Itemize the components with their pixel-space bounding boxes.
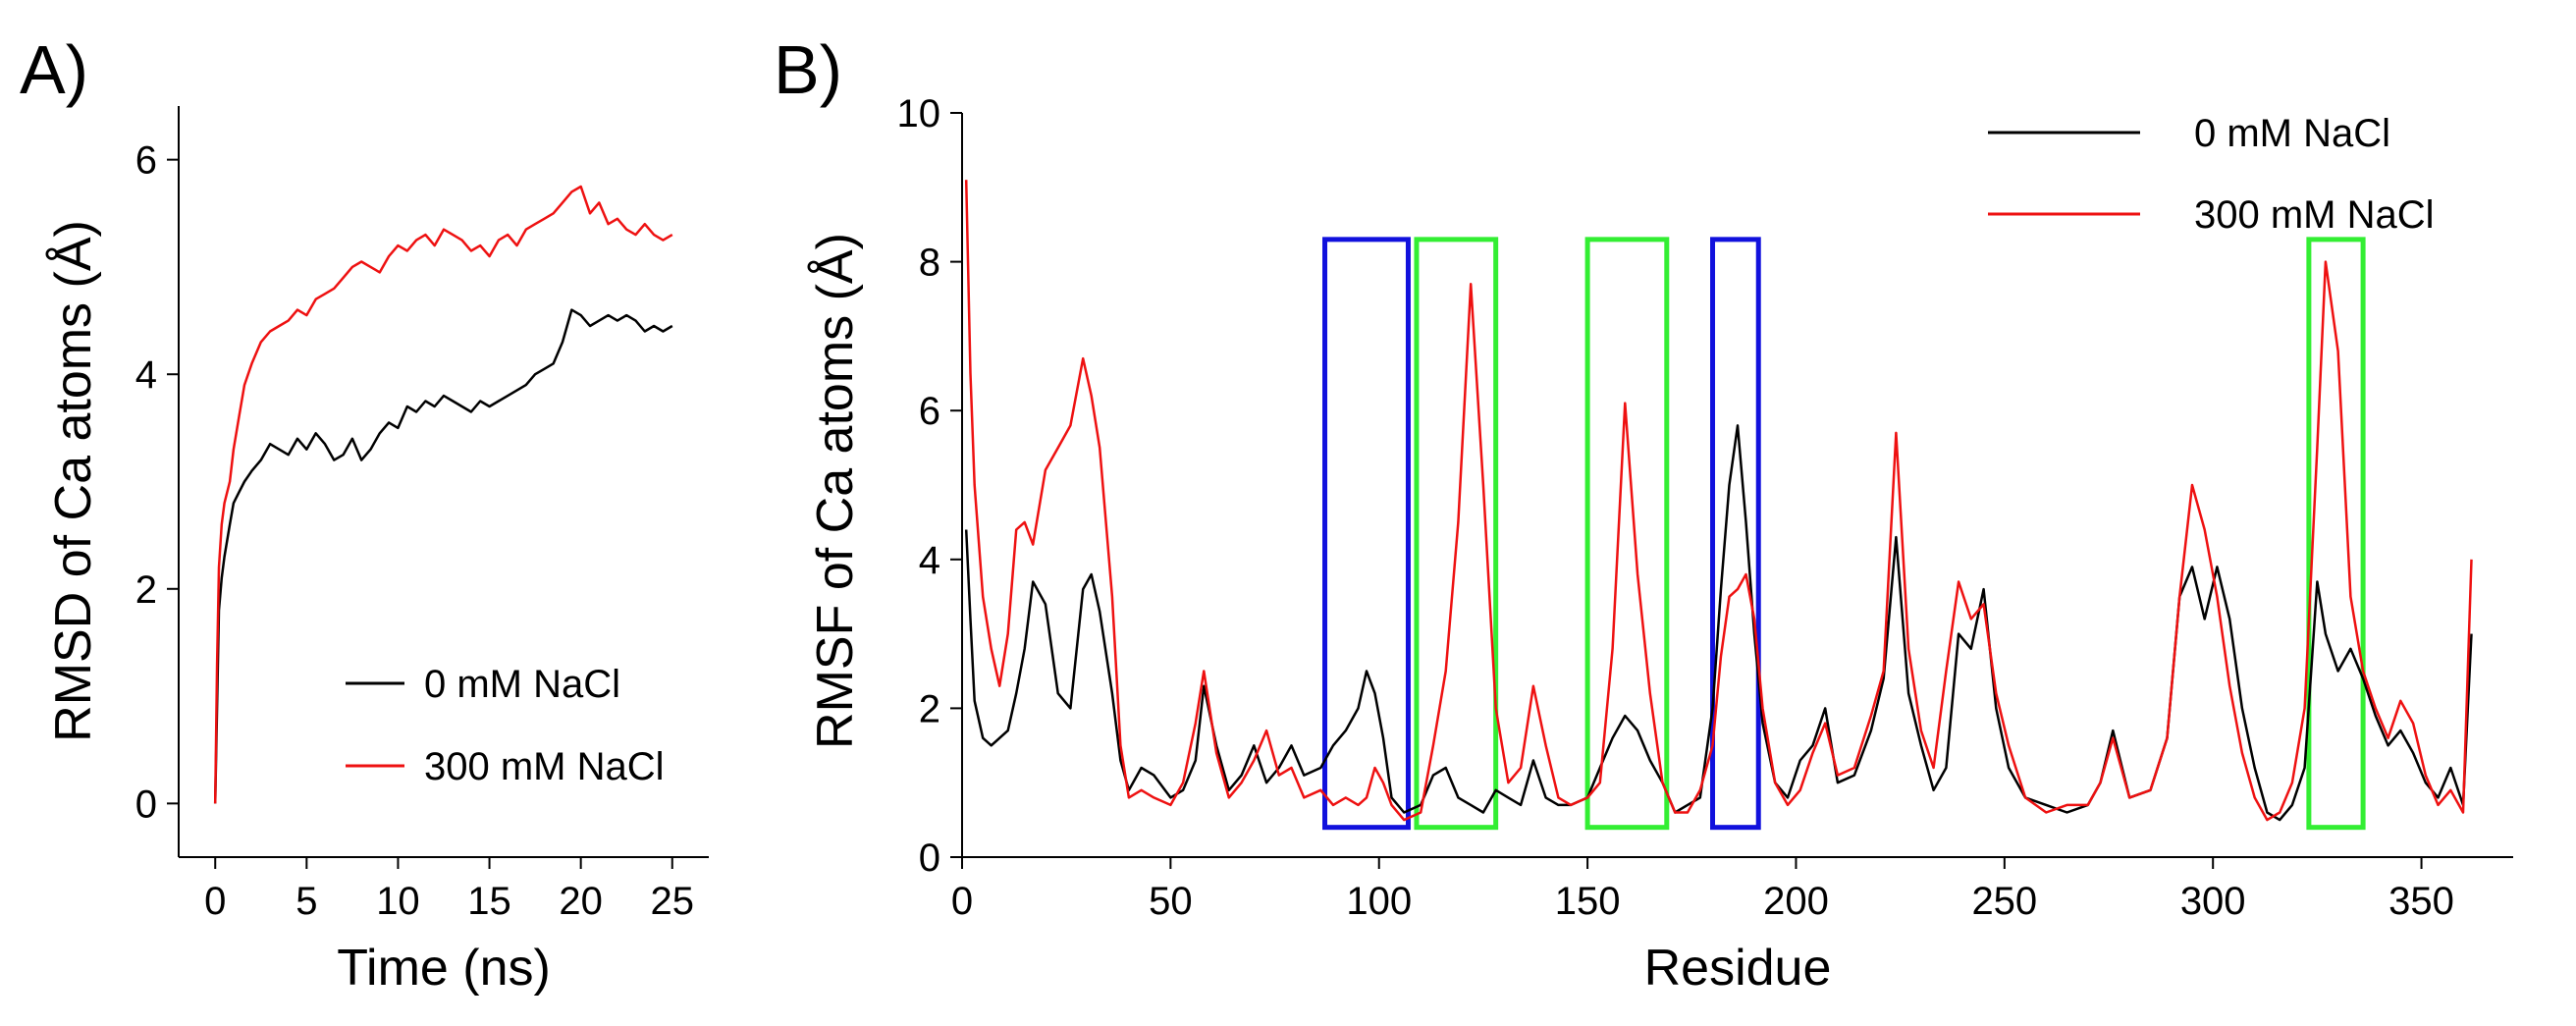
panel-a-x-tick-label: 25 [651, 880, 695, 923]
panel-a-x-axis-title: Time (ns) [337, 940, 551, 997]
panel-b-legend: 0 mM NaCl 300 mM NaCl [1988, 112, 2435, 237]
panel-b-highlight-box [1584, 237, 1670, 831]
panel-a-legend-label-300mm: 300 mM NaCl [424, 745, 665, 788]
panel-b-y-ticks: 0 2 4 6 8 10 [897, 92, 962, 880]
panel-b-y-tick-label: 0 [919, 837, 940, 880]
panel-a-legend-label-0mm: 0 mM NaCl [424, 663, 620, 706]
panel-b-x-tick-label: 100 [1346, 880, 1412, 923]
panel-a-series-line-300mm [213, 185, 673, 804]
panel-a-x-tick-label: 20 [559, 880, 603, 923]
panel-b-y-tick-label: 8 [919, 242, 940, 285]
panel-b-y-tick-label: 6 [919, 390, 940, 433]
panel-b-y-tick-label: 4 [919, 539, 940, 582]
panel-a-x-tick-label: 5 [295, 880, 317, 923]
panel-b-highlight-box [2306, 237, 2366, 831]
panel-a-x-tick-label: 15 [467, 880, 511, 923]
panel-b-x-axis-title: Residue [1644, 940, 1832, 997]
panel-b-highlight-box [1322, 237, 1411, 831]
panel-a-legend: 0 mM NaCl 300 mM NaCl [346, 663, 665, 788]
panel-b-series [964, 180, 2473, 822]
panel-a-label: A) [20, 31, 88, 108]
panel-a-series-line-0mm [213, 308, 673, 804]
panel-b-label: B) [774, 31, 842, 108]
panel-a-y-axis-title: RMSD of Ca atoms (Å) [45, 220, 102, 742]
panel-a-x-ticks: 0 5 10 15 20 25 [204, 857, 694, 923]
panel-b: B) 0 2 4 6 8 10 0 50 100 150 200 250 300 350 Residue… [774, 31, 2513, 997]
panel-a-x-tick-label: 0 [204, 880, 226, 923]
panel-b-x-tick-label: 350 [2388, 880, 2454, 923]
panel-a-y-tick-label: 6 [135, 139, 157, 183]
panel-b-x-tick-label: 50 [1149, 880, 1193, 923]
panel-a-y-ticks: 0 2 4 6 [135, 139, 179, 826]
panel-b-legend-label-300mm: 300 mM NaCl [2194, 193, 2435, 237]
panel-a-x-tick-label: 10 [376, 880, 420, 923]
panel-a: A) 0 2 4 6 0 5 10 15 20 25 Time (ns) RMSD of Ca … [20, 31, 709, 997]
panel-b-legend-label-0mm: 0 mM NaCl [2194, 112, 2390, 155]
panel-a-y-tick-label: 0 [135, 783, 157, 826]
panel-a-y-tick-label: 4 [135, 353, 157, 397]
panel-b-highlight-boxes [1322, 237, 2366, 831]
panel-b-x-tick-label: 300 [2180, 880, 2246, 923]
panel-b-series-line-0mm [964, 424, 2473, 822]
panel-b-x-tick-label: 200 [1763, 880, 1829, 923]
panel-b-highlight-box [1414, 237, 1499, 831]
panel-b-y-axis-title: RMSF of Ca atoms (Å) [807, 233, 864, 749]
panel-b-x-tick-label: 250 [1971, 880, 2037, 923]
panel-b-series-line-300mm [964, 180, 2473, 822]
panel-b-x-ticks: 0 50 100 150 200 250 300 350 [951, 857, 2454, 923]
panel-b-y-tick-label: 10 [897, 92, 941, 135]
panel-b-x-tick-label: 150 [1555, 880, 1621, 923]
panel-b-y-tick-label: 2 [919, 687, 940, 730]
panel-b-highlight-box [1710, 237, 1761, 831]
panel-b-x-tick-label: 0 [951, 880, 973, 923]
panel-a-y-tick-label: 2 [135, 568, 157, 612]
panel-a-series [213, 185, 673, 804]
